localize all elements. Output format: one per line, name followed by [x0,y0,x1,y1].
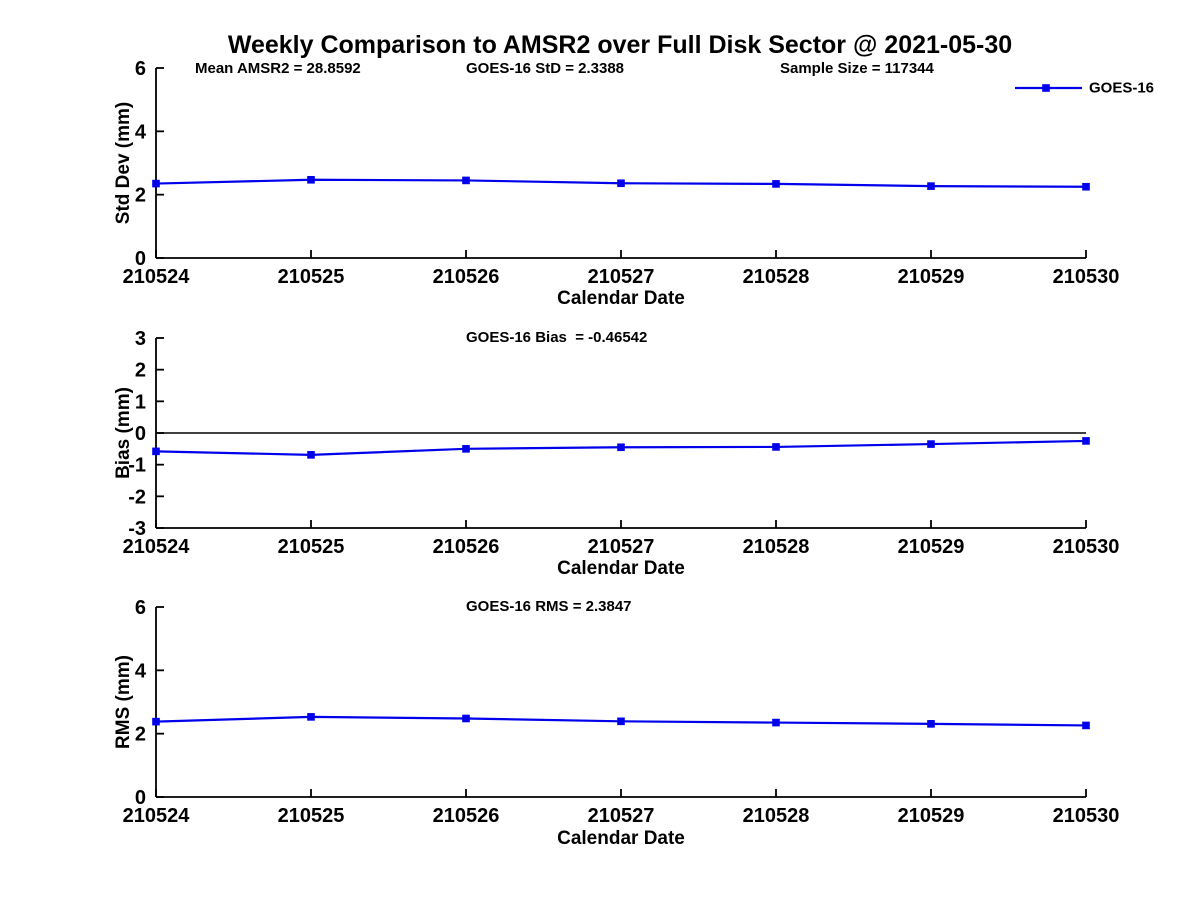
data-point-marker [1082,182,1090,191]
x-tick-label: 210530 [1053,805,1120,827]
chart-title: Weekly Comparison to AMSR2 over Full Dis… [227,31,1013,59]
x-tick-label: 210528 [743,536,810,558]
x-tick-label: 210524 [123,536,191,558]
data-point-marker [462,445,470,453]
x-tick-label: 210529 [898,536,965,558]
data-point-marker [617,443,625,452]
xlabel-calendar-date-2: Calendar Date [557,558,685,579]
y-tick-label: 6 [135,597,146,619]
x-tick-label: 210529 [898,266,965,288]
y-tick-label: 2 [135,185,146,207]
data-point-marker [927,720,935,728]
x-tick-label: 210527 [588,805,655,827]
x-tick-label: 210528 [743,805,810,827]
x-tick-label: 210524 [123,805,191,827]
data-point-marker [1082,721,1090,730]
data-point-marker [462,714,470,723]
x-tick-label: 210528 [743,266,810,288]
data-point-marker [152,179,160,188]
annotation-goes16-bias: GOES-16 Bias = -0.46542 [466,329,648,346]
y-tick-label: 2 [135,360,146,382]
x-tick-label: 210530 [1053,536,1120,558]
data-point-marker [307,175,315,184]
y-tick-label: 0 [135,248,146,270]
data-point-marker [152,717,160,726]
data-point-marker [617,179,625,188]
data-point-marker [772,718,780,727]
y-tick-label: -3 [128,518,146,540]
y-tick-label: 6 [135,58,146,80]
y-tick-label: 0 [135,423,146,445]
data-point-marker [462,176,470,185]
y-tick-label: 0 [135,787,146,809]
data-point-marker [927,182,935,190]
x-tick-label: 210529 [898,805,965,827]
x-tick-label: 210527 [588,536,655,558]
y-tick-label: 4 [135,121,147,143]
data-point-marker [1082,437,1090,445]
legend-marker-icon [1042,84,1050,92]
y-tick-label: 4 [135,660,147,682]
data-point-marker [307,451,315,459]
x-tick-label: 210525 [278,536,345,558]
data-point-marker [307,713,315,721]
y-tick-label: 2 [135,724,146,746]
y-tick-label: -1 [128,455,146,477]
xlabel-calendar-date-1: Calendar Date [557,288,685,309]
x-tick-label: 210525 [278,266,345,288]
data-point-marker [927,440,935,448]
annotation-goes16-std: GOES-16 StD = 2.3388 [466,60,624,77]
annotation-sample-size: Sample Size = 117344 [780,60,934,77]
x-tick-label: 210526 [433,805,500,827]
y-tick-label: 1 [135,391,146,413]
x-tick-label: 210526 [433,266,500,288]
data-point-marker [772,443,780,451]
annotation-mean-amsr2: Mean AMSR2 = 28.8592 [195,60,361,77]
data-point-marker [152,447,160,456]
y-tick-label: -2 [128,486,146,508]
xlabel-calendar-date-3: Calendar Date [557,828,685,849]
x-tick-label: 210527 [588,266,655,288]
legend-label: GOES-16 [1089,79,1155,97]
y-tick-label: 3 [135,328,146,350]
x-tick-label: 210524 [123,266,191,288]
annotation-goes16-rms: GOES-16 RMS = 2.3847 [466,598,632,615]
x-tick-label: 210525 [278,805,345,827]
data-point-marker [772,180,780,188]
x-tick-label: 210530 [1053,266,1120,288]
data-point-marker [617,717,625,726]
x-tick-label: 210526 [433,536,500,558]
